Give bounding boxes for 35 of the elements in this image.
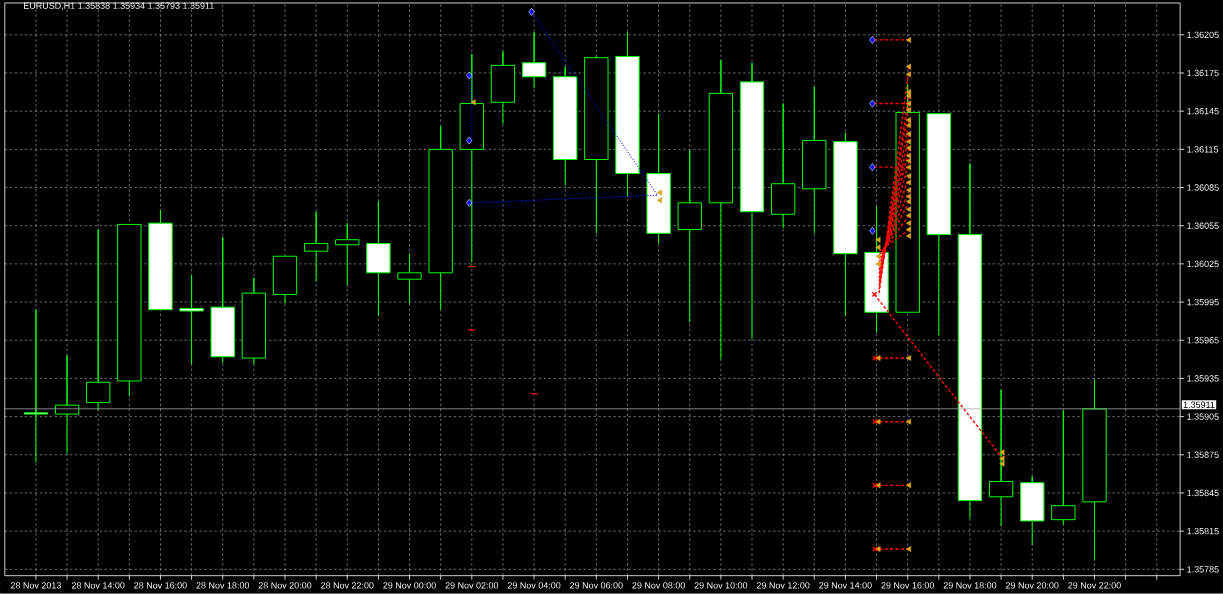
x-tick-label: 28 Nov 14:00 [71, 582, 125, 589]
x-tick-label: 29 Nov 10:00 [694, 582, 748, 589]
y-tick-label: 1.36025 [1187, 260, 1219, 268]
x-tick-label: 29 Nov 18:00 [943, 582, 997, 589]
y-tick-label: 1.35785 [1187, 566, 1219, 573]
x-tick-label: 29 Nov 12:00 [756, 582, 810, 589]
y-tick-label: 1.36085 [1187, 184, 1219, 191]
y-tick-label: 1.36055 [1187, 222, 1219, 230]
x-tick-label: 29 Nov 14:00 [819, 582, 872, 589]
x-tick-label: 29 Nov 16:00 [881, 582, 935, 589]
x-tick-label: 29 Nov 04:00 [507, 582, 561, 589]
y-tick-label: 1.36145 [1187, 108, 1219, 115]
y-tick-label: 1.36205 [1187, 31, 1219, 39]
x-tick-label: 28 Nov 20:00 [258, 582, 312, 589]
y-tick-label: 1.35995 [1187, 299, 1219, 306]
y-tick-label: 1.35965 [1187, 337, 1219, 344]
y-tick-label: 1.35875 [1187, 451, 1219, 459]
x-tick-label: 28 Nov 22:00 [321, 582, 374, 589]
y-tick-label: 1.36175 [1187, 69, 1219, 77]
y-tick-label: 1.35905 [1187, 413, 1219, 420]
x-tick-label: 29 Nov 02:00 [445, 582, 499, 589]
y-tick-label: 1.36115 [1187, 146, 1219, 153]
x-tick-label: 29 Nov 00:00 [383, 582, 436, 589]
y-tick-label: 1.35815 [1187, 528, 1219, 535]
x-tick-label: 29 Nov 06:00 [570, 582, 623, 589]
x-tick-label: 28 Nov 18:00 [196, 582, 250, 589]
x-tick-label: 28 Nov 2013 [10, 582, 61, 589]
chart-title: EURUSD,H1 1.35838 1.35934 1.35793 1.35911 [24, 2, 214, 11]
x-tick-label: 29 Nov 20:00 [1005, 582, 1059, 589]
y-tick-label: 1.35935 [1187, 375, 1219, 382]
x-tick-label: 29 Nov 22:00 [1068, 582, 1121, 589]
ref-line-label: 1.35911 [1183, 401, 1215, 409]
x-tick-label: 28 Nov 16:00 [134, 582, 187, 589]
x-tick-label: 29 Nov 08:00 [632, 582, 685, 589]
y-tick-label: 1.35845 [1187, 489, 1219, 497]
